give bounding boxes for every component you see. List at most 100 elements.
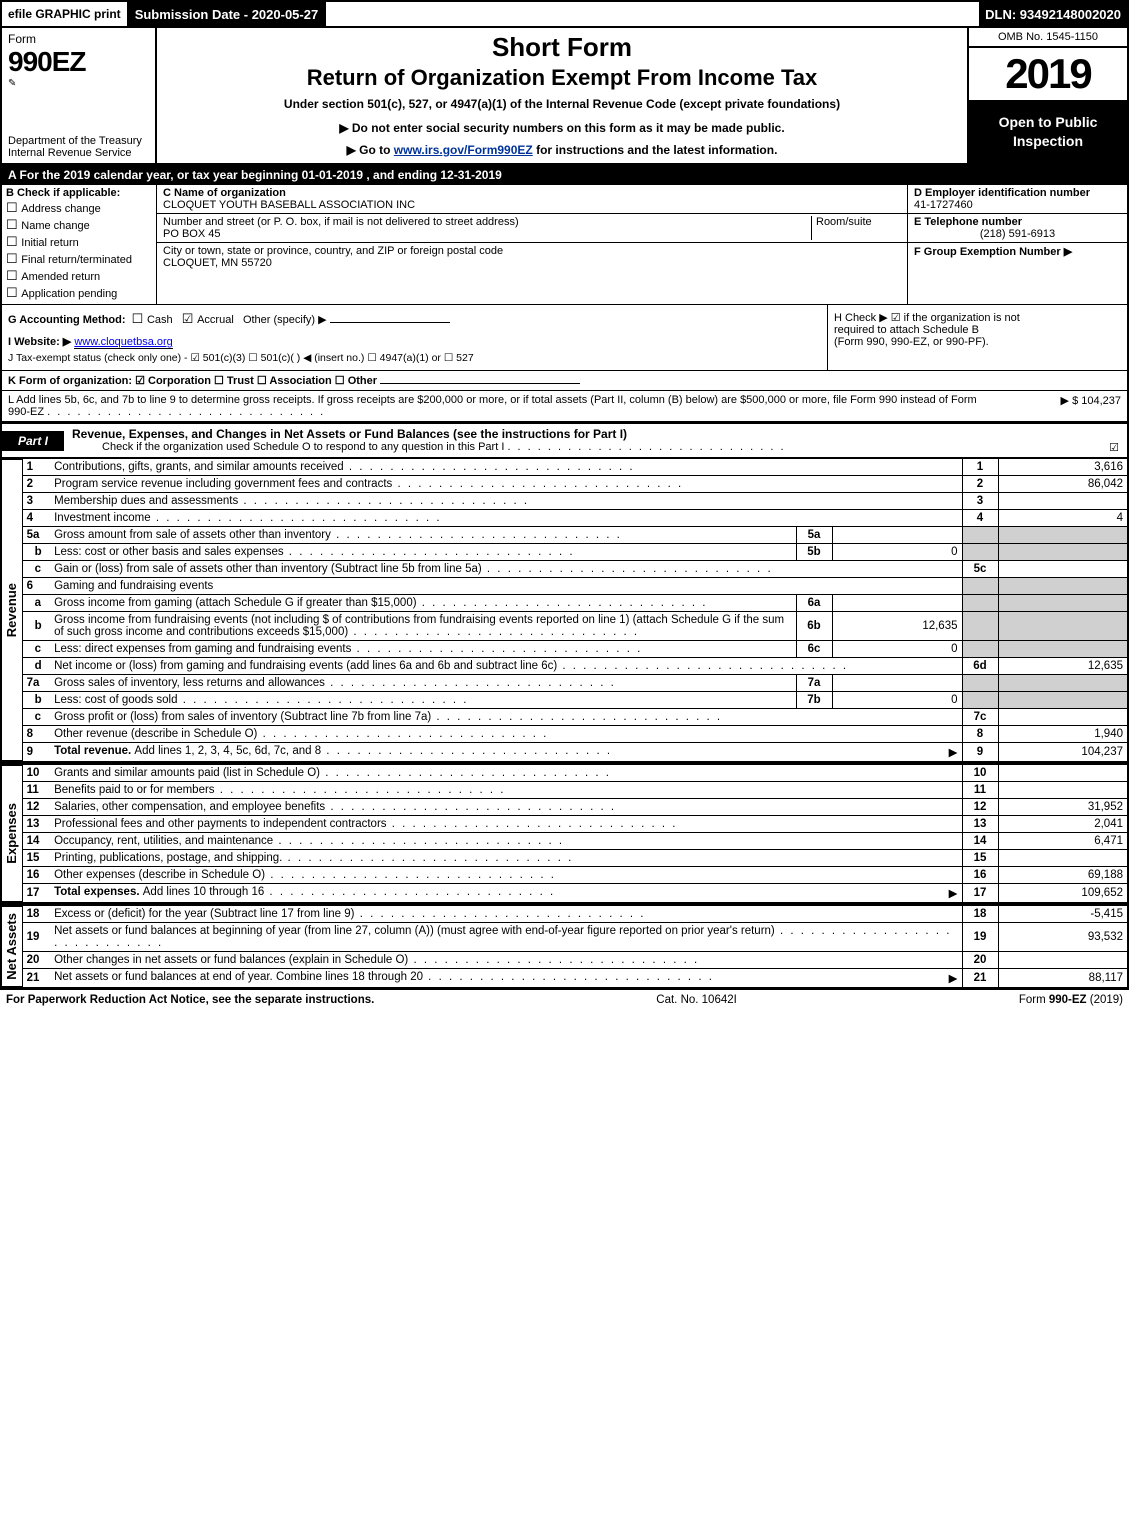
line-result-number: 12 bbox=[962, 799, 998, 816]
tax-year: 2019 bbox=[969, 48, 1127, 100]
return-title: Return of Organization Exempt From Incom… bbox=[167, 65, 957, 91]
line-result-value: 31,952 bbox=[998, 799, 1128, 816]
l-gross-receipts: L Add lines 5b, 6c, and 7b to line 9 to … bbox=[0, 391, 1129, 422]
line-result-value bbox=[998, 692, 1128, 709]
line-result-number: 8 bbox=[962, 726, 998, 743]
cb-amended-return[interactable]: Amended return bbox=[6, 268, 152, 284]
inner-line-number: 7a bbox=[796, 675, 832, 692]
line-number: 7a bbox=[22, 675, 50, 692]
line-row: 11Benefits paid to or for members11 bbox=[22, 782, 1128, 799]
line-result-value bbox=[998, 595, 1128, 612]
line-result-value: 104,237 bbox=[998, 743, 1128, 762]
ssn-notice: ▶ Do not enter social security numbers o… bbox=[167, 121, 957, 135]
line-result-value bbox=[998, 493, 1128, 510]
line-number: a bbox=[22, 595, 50, 612]
line-number: 4 bbox=[22, 510, 50, 527]
line-number: b bbox=[22, 612, 50, 641]
section-def: D Employer identification number 41-1727… bbox=[907, 185, 1127, 304]
line-result-value: 3,616 bbox=[998, 459, 1128, 476]
line-number: b bbox=[22, 692, 50, 709]
header-right: OMB No. 1545-1150 2019 Open to Public In… bbox=[967, 28, 1127, 163]
line-row: 8Other revenue (describe in Schedule O)8… bbox=[22, 726, 1128, 743]
top-bar: efile GRAPHIC print Submission Date - 20… bbox=[0, 0, 1129, 28]
revenue-table: 1Contributions, gifts, grants, and simil… bbox=[22, 458, 1129, 762]
line-row: aGross income from gaming (attach Schedu… bbox=[22, 595, 1128, 612]
line-result-value bbox=[998, 709, 1128, 726]
line-desc: Other expenses (describe in Schedule O) bbox=[50, 867, 962, 884]
efile-label: efile GRAPHIC print bbox=[2, 2, 129, 26]
website-link[interactable]: www.cloquetbsa.org bbox=[74, 336, 172, 349]
irs-link[interactable]: www.irs.gov/Form990EZ bbox=[394, 143, 533, 157]
line-row: 21Net assets or fund balances at end of … bbox=[22, 969, 1128, 988]
line-result-value bbox=[998, 527, 1128, 544]
line-number: b bbox=[22, 544, 50, 561]
header-left: Form 990EZ ✎ Department of the Treasury … bbox=[2, 28, 157, 163]
line-result-number bbox=[962, 675, 998, 692]
inner-line-value: 0 bbox=[832, 544, 962, 561]
line-row: 10Grants and similar amounts paid (list … bbox=[22, 765, 1128, 782]
line-number: 15 bbox=[22, 850, 50, 867]
line-row: 3Membership dues and assessments3 bbox=[22, 493, 1128, 510]
inner-line-value bbox=[832, 527, 962, 544]
expenses-side-label: Expenses bbox=[0, 764, 22, 903]
line-desc: Other changes in net assets or fund bala… bbox=[50, 952, 962, 969]
line-result-value: 12,635 bbox=[998, 658, 1128, 675]
line-number: c bbox=[22, 561, 50, 578]
inner-line-value: 0 bbox=[832, 692, 962, 709]
line-result-value: 93,532 bbox=[998, 923, 1128, 952]
form-header: Form 990EZ ✎ Department of the Treasury … bbox=[0, 28, 1129, 165]
line-desc: Total revenue. Add lines 1, 2, 3, 4, 5c,… bbox=[50, 743, 962, 762]
cb-address-change[interactable]: Address change bbox=[6, 200, 152, 216]
line-result-number: 19 bbox=[962, 923, 998, 952]
line-number: 17 bbox=[22, 884, 50, 903]
line-number: 2 bbox=[22, 476, 50, 493]
line-number: 14 bbox=[22, 833, 50, 850]
inner-line-number: 7b bbox=[796, 692, 832, 709]
under-section: Under section 501(c), 527, or 4947(a)(1)… bbox=[167, 97, 957, 111]
line-result-number: 21 bbox=[962, 969, 998, 988]
line-desc: Less: direct expenses from gaming and fu… bbox=[50, 641, 796, 658]
page-footer: For Paperwork Reduction Act Notice, see … bbox=[0, 988, 1129, 1010]
line-desc: Professional fees and other payments to … bbox=[50, 816, 962, 833]
line-desc: Membership dues and assessments bbox=[50, 493, 962, 510]
ein-value: 41-1727460 bbox=[914, 199, 973, 211]
line-result-number: 9 bbox=[962, 743, 998, 762]
part1-checkbox[interactable]: ☑ bbox=[1109, 441, 1119, 454]
inner-line-value: 0 bbox=[832, 641, 962, 658]
line-desc: Net assets or fund balances at beginning… bbox=[50, 923, 962, 952]
line-desc: Printing, publications, postage, and shi… bbox=[50, 850, 962, 867]
line-result-number bbox=[962, 578, 998, 595]
line-result-value: 109,652 bbox=[998, 884, 1128, 903]
line-row: 5aGross amount from sale of assets other… bbox=[22, 527, 1128, 544]
line-desc: Total expenses. Add lines 10 through 16 … bbox=[50, 884, 962, 903]
revenue-side-label: Revenue bbox=[0, 458, 22, 762]
cb-final-return[interactable]: Final return/terminated bbox=[6, 251, 152, 267]
cb-name-change[interactable]: Name change bbox=[6, 217, 152, 233]
line-result-value bbox=[998, 675, 1128, 692]
street-value: PO BOX 45 bbox=[163, 228, 220, 240]
inner-line-value bbox=[832, 595, 962, 612]
line-number: 20 bbox=[22, 952, 50, 969]
open-public-badge: Open to Public Inspection bbox=[969, 100, 1127, 163]
line-desc: Less: cost of goods sold bbox=[50, 692, 796, 709]
line-result-number bbox=[962, 641, 998, 658]
line-result-number bbox=[962, 544, 998, 561]
line-result-value bbox=[998, 952, 1128, 969]
cb-initial-return[interactable]: Initial return bbox=[6, 234, 152, 250]
line-result-number: 18 bbox=[962, 906, 998, 923]
line-row: 18Excess or (deficit) for the year (Subt… bbox=[22, 906, 1128, 923]
line-desc: Contributions, gifts, grants, and simila… bbox=[50, 459, 962, 476]
submission-date: Submission Date - 2020-05-27 bbox=[129, 2, 327, 26]
cb-application-pending[interactable]: Application pending bbox=[6, 285, 152, 301]
line-result-number bbox=[962, 612, 998, 641]
line-result-value bbox=[998, 612, 1128, 641]
line-result-number bbox=[962, 595, 998, 612]
line-desc: Benefits paid to or for members bbox=[50, 782, 962, 799]
line-result-number: 4 bbox=[962, 510, 998, 527]
inner-line-number: 6c bbox=[796, 641, 832, 658]
calendar-year-line: A For the 2019 calendar year, or tax yea… bbox=[0, 165, 1129, 185]
line-desc: Less: cost or other basis and sales expe… bbox=[50, 544, 796, 561]
inner-line-number: 5a bbox=[796, 527, 832, 544]
city-label: City or town, state or province, country… bbox=[163, 245, 503, 257]
form-word: Form bbox=[8, 32, 149, 46]
